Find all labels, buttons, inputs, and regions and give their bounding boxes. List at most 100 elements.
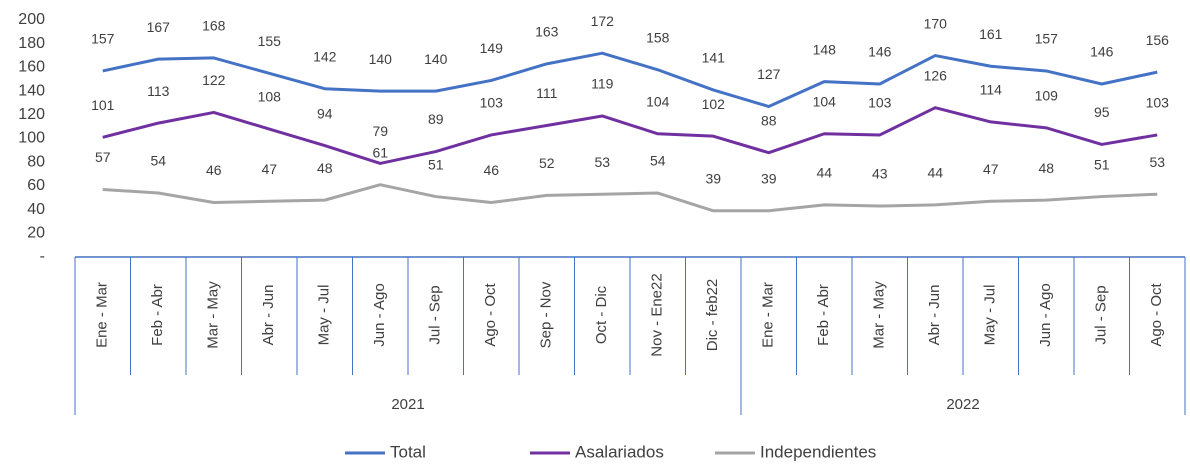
data-label: 104: [646, 93, 670, 109]
data-label: 157: [91, 31, 115, 47]
data-label: 140: [369, 51, 393, 67]
series-line: [102, 183, 1158, 213]
series-line: [102, 106, 1158, 165]
data-label: 51: [428, 156, 444, 172]
y-tick-label: 140: [18, 82, 45, 99]
data-label: 101: [91, 97, 115, 113]
data-label: 170: [924, 15, 948, 31]
y-tick-label: -: [40, 248, 45, 265]
data-label: 47: [261, 161, 277, 177]
data-label: 142: [313, 48, 337, 64]
y-tick-label: 60: [27, 177, 45, 194]
y-tick-label: 80: [27, 153, 45, 170]
x-tick-label: Feb - Abr: [149, 284, 166, 346]
data-label: 103: [1146, 95, 1170, 111]
data-label: 161: [979, 26, 1003, 42]
data-label: 104: [813, 93, 837, 109]
data-label: 149: [480, 40, 504, 56]
y-tick-label: 180: [18, 35, 45, 52]
data-label: 146: [1090, 44, 1114, 60]
x-tick-label: Jul - Sep: [427, 285, 444, 344]
data-label: 39: [705, 170, 721, 186]
data-label: 89: [428, 111, 444, 127]
data-label: 108: [258, 89, 282, 105]
group-label: 2021: [391, 396, 424, 413]
legend-label: Asalariados: [575, 442, 664, 461]
data-label: 52: [539, 155, 555, 171]
data-label: 167: [147, 19, 171, 35]
data-label: 46: [483, 162, 499, 178]
x-tick-label: Jun - Ago: [371, 283, 388, 346]
data-label: 57: [95, 149, 111, 165]
data-label: 103: [480, 95, 504, 111]
x-tick-label: Ene - Mar: [760, 282, 777, 348]
x-tick-label: Nov - Ene22: [649, 273, 666, 356]
x-tick-label: Ago - Oct: [482, 282, 499, 346]
data-label: 53: [594, 154, 610, 170]
data-label: 46: [206, 162, 222, 178]
data-label: 127: [757, 66, 781, 82]
x-tick-label: Mar - May: [871, 281, 888, 349]
data-label: 172: [591, 13, 615, 29]
data-label: 140: [424, 51, 448, 67]
legend-label: Total: [390, 442, 426, 461]
data-label: 103: [868, 95, 892, 111]
x-tick-label: Ago - Oct: [1148, 282, 1165, 346]
data-label: 51: [1094, 156, 1110, 172]
y-tick-label: 100: [18, 130, 45, 147]
data-label: 141: [702, 50, 726, 66]
y-tick-label: 200: [18, 11, 45, 28]
x-tick-label: Sep - Nov: [538, 281, 555, 348]
x-tick-label: Jul - Sep: [1093, 285, 1110, 344]
data-label: 95: [1094, 104, 1110, 120]
data-label: 44: [927, 165, 943, 181]
data-label: 48: [1038, 160, 1054, 176]
x-tick-label: May - Jul: [982, 285, 999, 346]
x-tick-label: Jun - Ago: [1037, 283, 1054, 346]
data-label: 94: [317, 105, 333, 121]
data-label: 44: [816, 165, 832, 181]
x-tick-label: Mar - May: [205, 281, 222, 349]
x-tick-label: Abr - Jun: [926, 285, 943, 346]
data-label: 126: [924, 67, 948, 83]
data-label: 43: [872, 166, 888, 182]
data-label: 102: [702, 96, 726, 112]
data-label: 158: [646, 29, 670, 45]
data-label: 79: [372, 123, 388, 139]
x-tick-label: Feb - Abr: [815, 284, 832, 346]
data-label: 122: [202, 72, 226, 88]
data-label: 88: [761, 112, 777, 128]
x-tick-label: Abr - Jun: [260, 285, 277, 346]
x-tick-label: Dic - feb22: [704, 279, 721, 352]
series-line: [102, 51, 1158, 109]
data-label: 155: [258, 33, 282, 49]
data-label: 39: [761, 170, 777, 186]
data-label: 111: [536, 85, 557, 101]
x-tick-label: Oct - Dic: [593, 285, 610, 344]
data-label: 47: [983, 161, 999, 177]
data-label: 48: [317, 160, 333, 176]
legend-label: Independientes: [760, 442, 876, 461]
data-label: 54: [650, 153, 666, 169]
data-label: 157: [1035, 31, 1059, 47]
y-tick-label: 160: [18, 59, 45, 76]
group-label: 2022: [946, 396, 979, 413]
data-label: 61: [372, 144, 388, 160]
data-label: 148: [813, 41, 837, 57]
data-label: 163: [535, 24, 559, 40]
data-label: 54: [150, 153, 166, 169]
x-tick-label: May - Jul: [316, 285, 333, 346]
data-label: 114: [980, 82, 1003, 98]
y-tick-label: 20: [27, 225, 45, 242]
data-label: 168: [202, 18, 226, 34]
data-label: 53: [1149, 154, 1165, 170]
data-label: 156: [1146, 32, 1170, 48]
y-tick-label: 40: [27, 201, 45, 218]
x-tick-label: Ene - Mar: [94, 282, 111, 348]
y-tick-label: 120: [18, 106, 45, 123]
data-label: 119: [591, 76, 614, 92]
data-label: 146: [868, 44, 892, 60]
data-label: 113: [147, 83, 170, 99]
data-label: 109: [1035, 88, 1059, 104]
